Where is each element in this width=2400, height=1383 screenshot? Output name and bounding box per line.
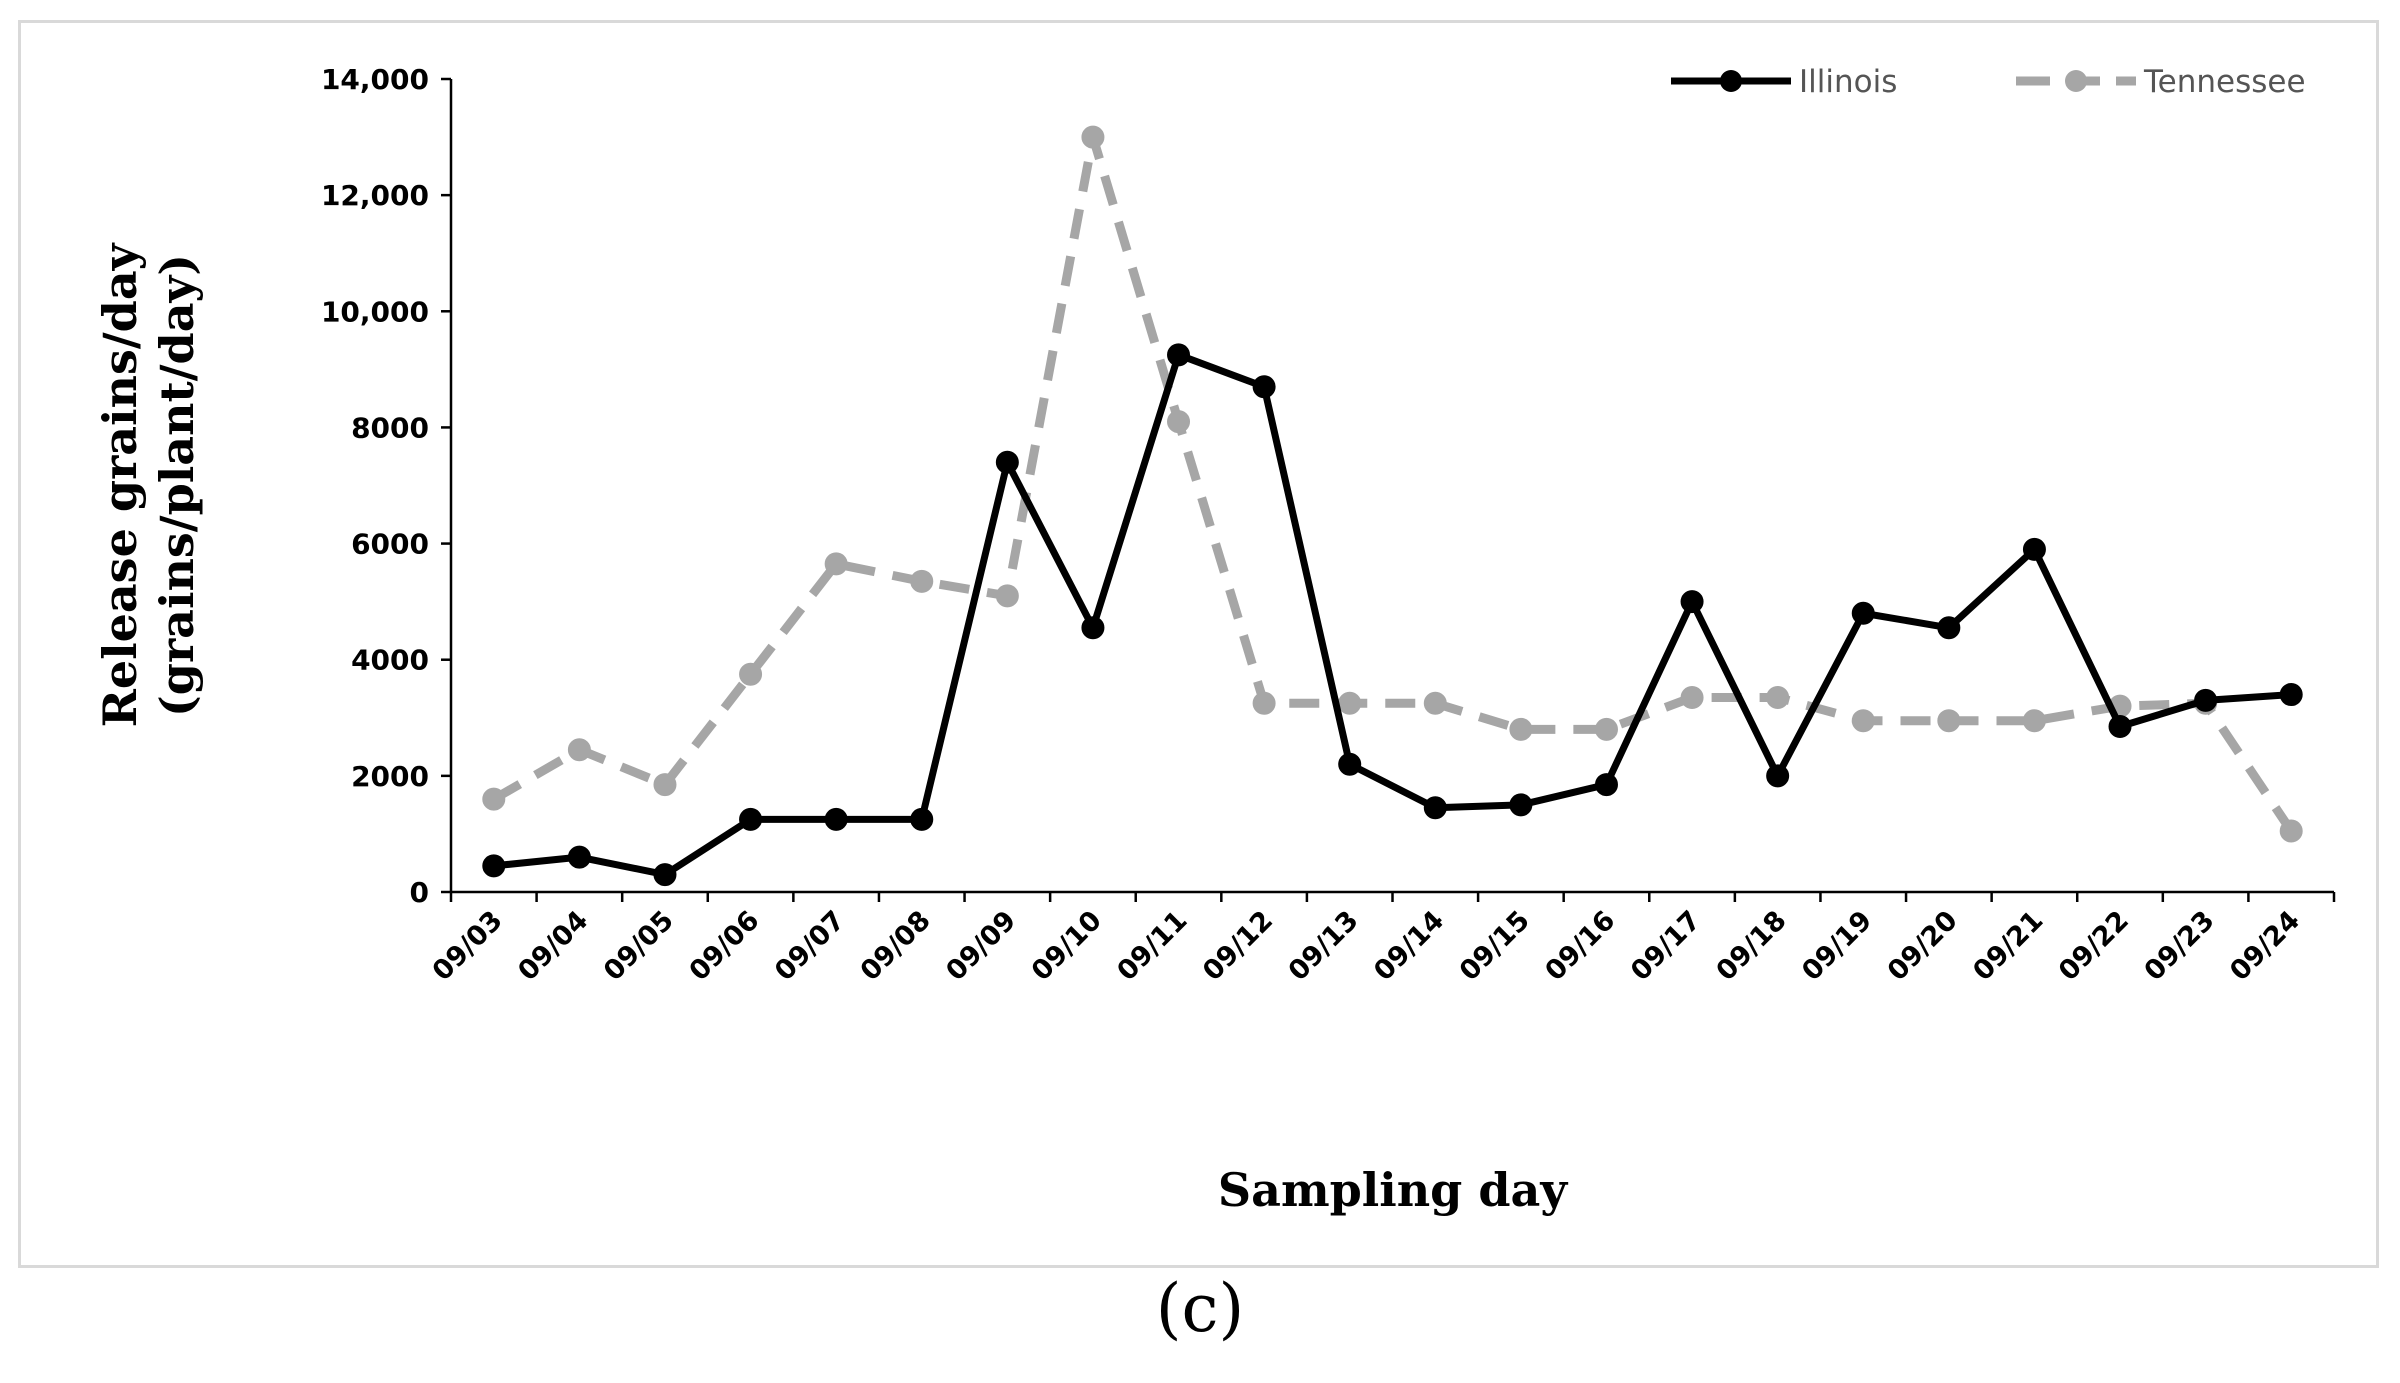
illinois-data-point [482,854,506,878]
y-tick-label: 4000 [351,644,429,677]
x-tick-label: 09/21 [1967,905,2049,987]
x-tick-label: 09/19 [1796,905,1878,987]
tennessee-data-point [1766,685,1790,709]
illinois-data-point [1081,616,1105,640]
illinois-data-point [910,807,934,831]
x-tick-label: 09/04 [512,905,594,987]
x-tick-label: 09/10 [1026,905,1108,987]
illinois-data-point [1937,616,1961,640]
illinois-data-point [567,845,591,869]
x-tick-label: 09/13 [1283,905,1365,987]
y-tick-label: 0 [410,876,429,909]
x-tick-label: 09/12 [1197,905,1279,987]
illinois-data-point [1594,773,1618,797]
tennessee-data-point [2279,819,2303,843]
illinois-data-point [995,450,1019,474]
chart-frame: 0 2000 4000 6000 8000 10,000 12,000 14,000 09/03… [18,20,2379,1268]
y-tick-label: 2000 [351,760,429,793]
illinois-data-point [1423,796,1447,820]
illinois-data-point [2279,683,2303,707]
illinois-legend-marker [1720,70,1742,92]
line-chart: 0 2000 4000 6000 8000 10,000 12,000 14,000 09/03… [93,63,2336,1217]
illinois-data-point [653,863,677,887]
illinois-data-point [824,807,848,831]
x-tick-label: 09/08 [855,905,937,987]
tennessee-data-point [1338,691,1362,715]
tennessee-data-point [995,584,1019,608]
illinois-data-point [1509,793,1533,817]
illinois-data-point [2022,537,2046,561]
x-tick-label: 09/07 [769,905,851,987]
illinois-series-line [493,351,2292,879]
y-tick-label: 14,000 [321,63,429,96]
x-tick-label: 09/22 [2053,905,2135,987]
tennessee-data-point [653,773,677,797]
illinois-data-point [739,807,763,831]
tennessee-data-point [1081,125,1105,149]
x-tick-label: 09/03 [427,905,509,987]
tennessee-data-point [2022,709,2046,733]
x-axis-title: Sampling day [1218,1163,1568,1217]
tennessee-data-point [1937,709,1961,733]
x-tick-label: 09/11 [1111,905,1193,987]
tennessee-data-point [1252,691,1276,715]
tennessee-legend-label: Tennessee [2143,64,2306,100]
illinois-data-point [1167,343,1191,367]
illinois-data-point [1680,590,1704,614]
y-axis-title-line1: Release grains/day [93,242,147,727]
tennessee-data-point [482,787,506,811]
tennessee-data-point [1167,410,1191,434]
x-tick-label: 09/14 [1368,905,1450,987]
x-tick-label: 09/06 [683,905,765,987]
x-tick-label: 09/20 [1882,905,1964,987]
illinois-data-point [1766,764,1790,788]
tennessee-data-point [739,662,763,686]
y-tick-label: 10,000 [321,295,429,328]
tennessee-data-point [1423,691,1447,715]
tennessee-data-point [567,738,591,762]
illinois-data-point [1851,601,1875,625]
x-tick-label: 09/15 [1454,905,1536,987]
y-tick-label: 12,000 [321,179,429,212]
x-tick-label: 09/05 [598,905,680,987]
y-tick-label: 6000 [351,528,429,561]
x-tick-label: 09/17 [1625,905,1707,987]
tennessee-data-point [1509,717,1533,741]
tennessee-data-point [1851,709,1875,733]
y-axis-title-line2: (grains/plant/day) [150,254,204,717]
illinois-legend-label: Illinois [1799,64,1897,100]
panel-label: (c) [1155,1270,1245,1347]
tennessee-data-point [910,569,934,593]
illinois-data-point [2108,714,2132,738]
illinois-data-point [1252,375,1276,399]
tennessee-legend-marker [2065,70,2087,92]
tennessee-data-point [824,552,848,576]
x-tick-label: 09/18 [1711,905,1793,987]
x-tick-label: 09/24 [2224,905,2306,987]
y-tick-label: 8000 [351,411,429,444]
illinois-data-point [1338,752,1362,776]
tennessee-series-line [491,132,2295,834]
x-tick-label: 09/16 [1539,905,1621,987]
x-tick-label: 09/09 [940,905,1022,987]
tennessee-data-point [1680,685,1704,709]
tennessee-data-point [1594,717,1618,741]
x-tick-label: 09/23 [2139,905,2221,987]
illinois-data-point [2194,688,2218,712]
